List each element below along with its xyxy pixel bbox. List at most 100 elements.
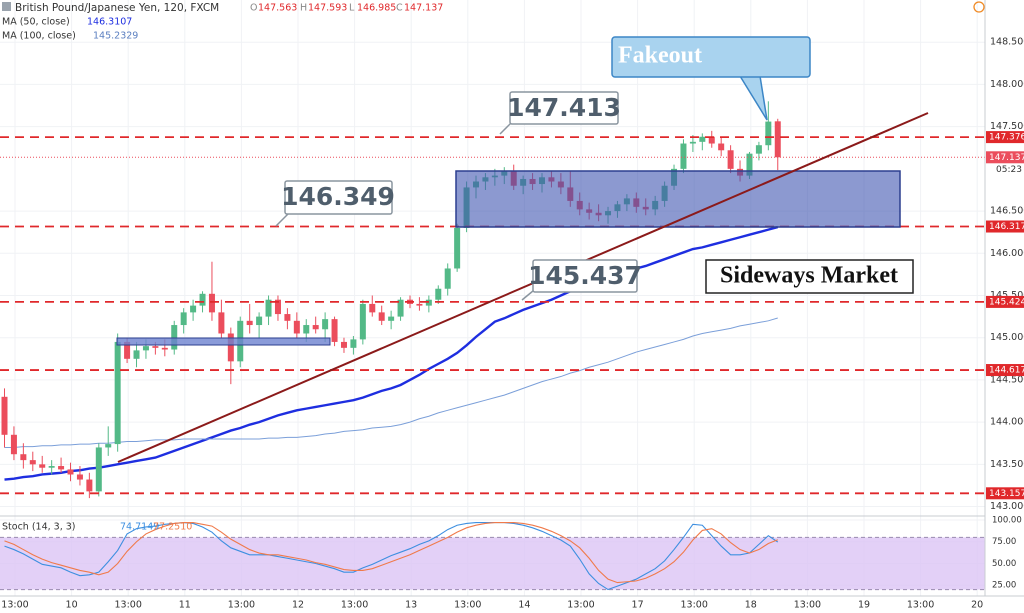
- x-tick-label: 14: [518, 600, 530, 611]
- stoch-line: [4, 522, 779, 591]
- x-tick-label: 13:00: [907, 600, 934, 611]
- x-tick-label: 19: [858, 600, 870, 611]
- candle-body: [58, 466, 65, 470]
- callout-text: Sideways Market: [720, 263, 898, 289]
- level-label-bg: [986, 364, 1024, 377]
- candle-body: [256, 316, 263, 326]
- level-label: 147.376: [989, 133, 1024, 143]
- candle-body: [133, 350, 140, 359]
- callout-box: [611, 36, 811, 78]
- legend: British Pound/Japanese Yen, 120, FXCM O …: [2, 1, 985, 533]
- x-tick-label: 13:00: [681, 600, 708, 611]
- candle-body: [397, 299, 404, 317]
- x-tick-label: 13:00: [228, 600, 255, 611]
- candle-body: [765, 121, 772, 146]
- candle-body: [246, 320, 253, 326]
- ohlc-value: 147.593: [308, 3, 347, 14]
- y-tick-label: 50.00: [992, 559, 1016, 569]
- level-label: 144.617: [989, 366, 1024, 376]
- callout-text: Fakeout: [618, 43, 702, 69]
- candle-body: [142, 346, 149, 351]
- callout-text: 146.349: [281, 182, 395, 211]
- candle-body: [284, 314, 291, 321]
- y-tick-label: 143.000: [990, 501, 1024, 512]
- x-tick-label: 13:00: [1, 600, 28, 611]
- x-tick-label: 13:00: [794, 600, 821, 611]
- y-tick-label: 100.00: [992, 516, 1022, 526]
- stoch-legend-value: 74.7149: [120, 522, 159, 533]
- y-tick-label: 148.000: [990, 79, 1024, 90]
- y-tick-label: 146.500: [990, 206, 1024, 217]
- candle-body: [359, 303, 366, 340]
- candle-body: [774, 121, 781, 158]
- candle-body: [105, 444, 112, 448]
- x-tick-label: 13:00: [454, 600, 481, 611]
- ohlc-label: H: [300, 3, 307, 14]
- y-tick-label: 144.500: [990, 374, 1024, 385]
- y-tick-label: 145.500: [990, 290, 1024, 301]
- candle-body: [29, 460, 36, 465]
- candle-body: [416, 303, 423, 306]
- candle-body: [208, 293, 215, 313]
- candle-body: [312, 325, 319, 330]
- candle-body: [10, 434, 17, 455]
- stoch-legend: Stoch (14, 3, 3): [2, 522, 76, 533]
- ohlc-label: O: [250, 3, 257, 14]
- candle-body: [727, 150, 734, 169]
- x-tick-label: 13:00: [115, 600, 142, 611]
- level-label-bg: [986, 487, 1024, 500]
- x-tick-label: 13: [405, 600, 417, 611]
- candle-body: [322, 319, 329, 330]
- x-tick-label: 18: [745, 600, 757, 611]
- candle-body: [227, 333, 234, 362]
- x-tick-label: 13:00: [567, 600, 594, 611]
- ma-line: [4, 225, 779, 481]
- ohlc-label: L: [349, 3, 355, 14]
- info-icon[interactable]: [973, 1, 985, 13]
- candle-body: [340, 341, 347, 348]
- ma-line: [4, 317, 778, 448]
- y-tick-label: 145.000: [990, 332, 1024, 343]
- candle-body: [171, 325, 178, 350]
- level-label: 146.317: [989, 222, 1024, 232]
- candle-body: [218, 312, 225, 334]
- level-label-bg: [986, 295, 1024, 308]
- y-tick-label: 25.00: [992, 581, 1016, 591]
- symbol-title: British Pound/Japanese Yen, 120, FXCM: [15, 2, 219, 14]
- ma-legend-value: 146.3107: [87, 17, 132, 28]
- ohlc-value: 147.137: [404, 3, 443, 14]
- range-box-small: [116, 337, 331, 346]
- candle-body: [20, 454, 27, 461]
- x-tick-label: 10: [66, 600, 78, 611]
- level-label-bg: [986, 220, 1024, 233]
- candle-body: [39, 464, 46, 468]
- symbol-icon: [2, 2, 11, 11]
- drawings: 147.413 146.349 145.437 Fakeout Sideways…: [116, 36, 929, 463]
- candle-body: [755, 145, 762, 154]
- candle-body: [114, 341, 121, 445]
- level-label: 143.157: [989, 489, 1024, 499]
- x-tick-label: 20: [971, 600, 983, 611]
- x-tick-label: 12: [292, 600, 304, 611]
- ohlc-value: 147.563: [258, 3, 297, 14]
- candle-body: [152, 346, 159, 348]
- candle-body: [161, 347, 168, 350]
- callout-text: 145.437: [528, 261, 642, 290]
- stoch-line: [4, 522, 778, 584]
- candle-body: [444, 268, 451, 289]
- candle-body: [48, 466, 55, 468]
- candle-body: [180, 312, 187, 326]
- y-tick-label: 147.500: [990, 121, 1024, 132]
- candle-body: [746, 153, 753, 176]
- candle-body: [388, 316, 395, 321]
- callout-box: [509, 91, 619, 125]
- x-tick-label: 17: [632, 600, 644, 611]
- price-label-bg: [986, 151, 1024, 164]
- candle-body: [76, 474, 83, 480]
- candle-body: [95, 447, 102, 492]
- trend-line: [117, 112, 929, 463]
- y-tick-label: 143.500: [990, 459, 1024, 470]
- candle-body: [454, 227, 461, 269]
- candle-body: [689, 141, 696, 144]
